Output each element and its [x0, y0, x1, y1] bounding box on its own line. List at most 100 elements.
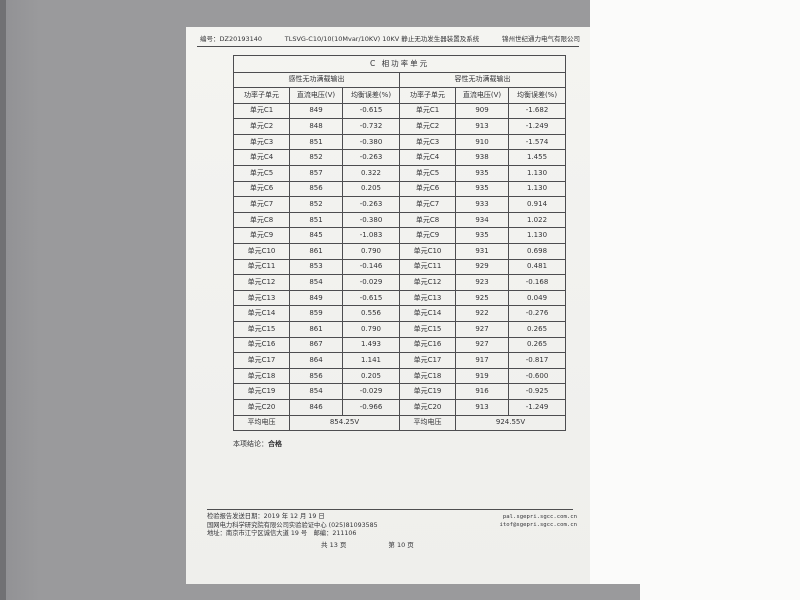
page-current: 第 10 页: [388, 541, 414, 549]
dc-voltage-cell: 919: [455, 367, 509, 385]
balance-error-cell: -1.249: [507, 118, 567, 135]
dc-voltage-cell: 934: [455, 211, 509, 229]
unit-cell: 单元C13: [399, 289, 456, 307]
dc-voltage-cell: 938: [455, 149, 509, 167]
dc-voltage-cell: 851: [289, 133, 343, 151]
balance-error-cell: -1.249: [507, 398, 567, 416]
unit-cell: 单元C15: [399, 321, 456, 338]
average-inductive-value: 854.25V: [289, 414, 400, 432]
average-capacitive-value: 924.55V: [454, 414, 567, 432]
column-header-row: 功率子单元 直流电压(V) 均衡误差(%) 功率子单元 直流电压(V) 均衡误差…: [233, 87, 567, 104]
dc-voltage-cell: 935: [455, 227, 509, 245]
unit-cell: 单元C7: [399, 196, 456, 213]
table-row: 单元C1 849 -0.615 单元C1 909 -1.682: [233, 102, 567, 120]
balance-error-cell: 0.481: [507, 258, 567, 276]
org-address: 地址：南京市江宁区诚信大道 19 号 邮编：211106: [207, 530, 357, 538]
scanner-background-left: [0, 0, 186, 600]
dc-voltage-cell: 927: [455, 321, 509, 338]
table-row: 单元C10 861 0.790 单元C10 931 0.698: [233, 243, 567, 260]
balance-error-cell: -0.966: [342, 398, 400, 416]
unit-cell: 单元C19: [233, 383, 290, 400]
balance-error-cell: -0.029: [342, 383, 400, 400]
col-unit: 功率子单元: [399, 87, 456, 104]
section-capacitive: 容性无功满载输出: [398, 71, 567, 89]
document-page: 编号：DZ20193140 TLSVG-C10/10(10Mvar/10KV) …: [186, 27, 590, 584]
balance-error-cell: -1.574: [507, 133, 567, 151]
balance-error-cell: -1.682: [507, 102, 567, 120]
balance-error-cell: 1.130: [507, 180, 567, 198]
balance-error-cell: 0.265: [507, 321, 567, 338]
section-row: 感性无功满载输出 容性无功满载输出: [233, 71, 567, 89]
unit-cell: 单元C17: [399, 352, 456, 369]
unit-cell: 单元C8: [399, 211, 456, 229]
balance-error-cell: -0.600: [507, 367, 567, 385]
dc-voltage-cell: 852: [289, 149, 343, 167]
doc-number: 编号：DZ20193140: [200, 35, 263, 43]
section-inductive: 感性无功满载输出: [233, 71, 400, 89]
unit-cell: 单元C1: [233, 102, 290, 120]
balance-error-cell: 1.130: [507, 227, 567, 245]
dc-voltage-cell: 864: [289, 352, 343, 369]
balance-error-cell: 0.322: [342, 165, 400, 182]
col-voltage: 直流电压(V): [289, 87, 343, 104]
balance-error-cell: -0.615: [342, 102, 400, 120]
table-row: 单元C5 857 0.322 单元C5 935 1.130: [233, 165, 567, 182]
dc-voltage-cell: 935: [455, 180, 509, 198]
unit-cell: 单元C10: [399, 243, 456, 260]
dc-voltage-cell: 922: [455, 305, 509, 322]
table-row: 单元C12 854 -0.029 单元C12 923 -0.168: [233, 274, 567, 291]
average-row: 平均电压 854.25V 平均电压 924.55V: [233, 414, 567, 432]
header-divider: [197, 46, 579, 47]
balance-error-cell: 0.790: [342, 243, 400, 260]
unit-cell: 单元C18: [399, 367, 456, 385]
page-header: 编号：DZ20193140 TLSVG-C10/10(10Mvar/10KV) …: [200, 35, 580, 43]
dc-voltage-cell: 859: [289, 305, 343, 322]
balance-error-cell: -0.263: [342, 149, 400, 167]
conclusion-value: 合格: [268, 440, 282, 448]
unit-cell: 单元C10: [233, 243, 290, 260]
unit-cell: 单元C4: [399, 149, 456, 167]
balance-error-cell: -0.732: [342, 118, 400, 135]
table-row: 单元C9 845 -1.083 单元C9 935 1.130: [233, 227, 567, 245]
unit-cell: 单元C8: [233, 211, 290, 229]
dc-voltage-cell: 852: [289, 196, 343, 213]
table-title-row: C 相功率单元: [232, 55, 567, 73]
dc-voltage-cell: 851: [289, 211, 343, 229]
table-row: 单元C18 856 0.205 单元C18 919 -0.600: [233, 367, 567, 385]
doc-title: TLSVG-C10/10(10Mvar/10KV) 10KV 静止无功发生器装置…: [284, 35, 480, 43]
table-row: 单元C16 867 1.493 单元C16 927 0.265: [233, 336, 567, 354]
balance-error-cell: -0.029: [342, 274, 400, 291]
unit-cell: 单元C20: [399, 398, 456, 416]
scanner-background-bottom: [186, 584, 640, 600]
table-row: 单元C7 852 -0.263 单元C7 933 0.914: [233, 196, 567, 213]
unit-cell: 单元C1: [399, 102, 456, 120]
balance-error-cell: 0.698: [507, 243, 567, 260]
company-name: 锦州世纪通力电气有限公司: [501, 35, 580, 43]
table-row: 单元C4 852 -0.263 单元C4 938 1.455: [233, 149, 567, 167]
balance-error-cell: -0.817: [507, 352, 567, 369]
balance-error-cell: 1.455: [507, 149, 567, 167]
balance-error-cell: 0.790: [342, 321, 400, 338]
dc-voltage-cell: 854: [289, 274, 343, 291]
dc-voltage-cell: 856: [289, 367, 343, 385]
dc-voltage-cell: 927: [455, 336, 509, 354]
col-voltage: 直流电压(V): [455, 87, 509, 104]
unit-cell: 单元C7: [233, 196, 290, 213]
table-row: 单元C6 856 0.205 单元C6 935 1.130: [233, 180, 567, 198]
unit-cell: 单元C20: [233, 398, 290, 416]
unit-cell: 单元C6: [233, 180, 290, 198]
unit-cell: 单元C18: [233, 367, 290, 385]
dc-voltage-cell: 913: [455, 398, 509, 416]
balance-error-cell: -0.146: [342, 258, 400, 276]
dc-voltage-cell: 929: [455, 258, 509, 276]
table-row: 单元C3 851 -0.380 单元C3 910 -1.574: [233, 133, 567, 151]
balance-error-cell: -1.083: [342, 227, 400, 245]
email: itof@sgepri.sgcc.com.cn: [499, 522, 577, 528]
unit-cell: 单元C5: [399, 165, 456, 182]
balance-error-cell: 1.130: [507, 165, 567, 182]
footer-info: 检验报告发送日期：2019 年 12 月 19 日 国网电力科学研究院有限公司实…: [207, 513, 378, 539]
unit-cell: 单元C6: [399, 180, 456, 198]
average-label: 平均电压: [233, 414, 290, 432]
unit-cell: 单元C13: [233, 289, 290, 307]
